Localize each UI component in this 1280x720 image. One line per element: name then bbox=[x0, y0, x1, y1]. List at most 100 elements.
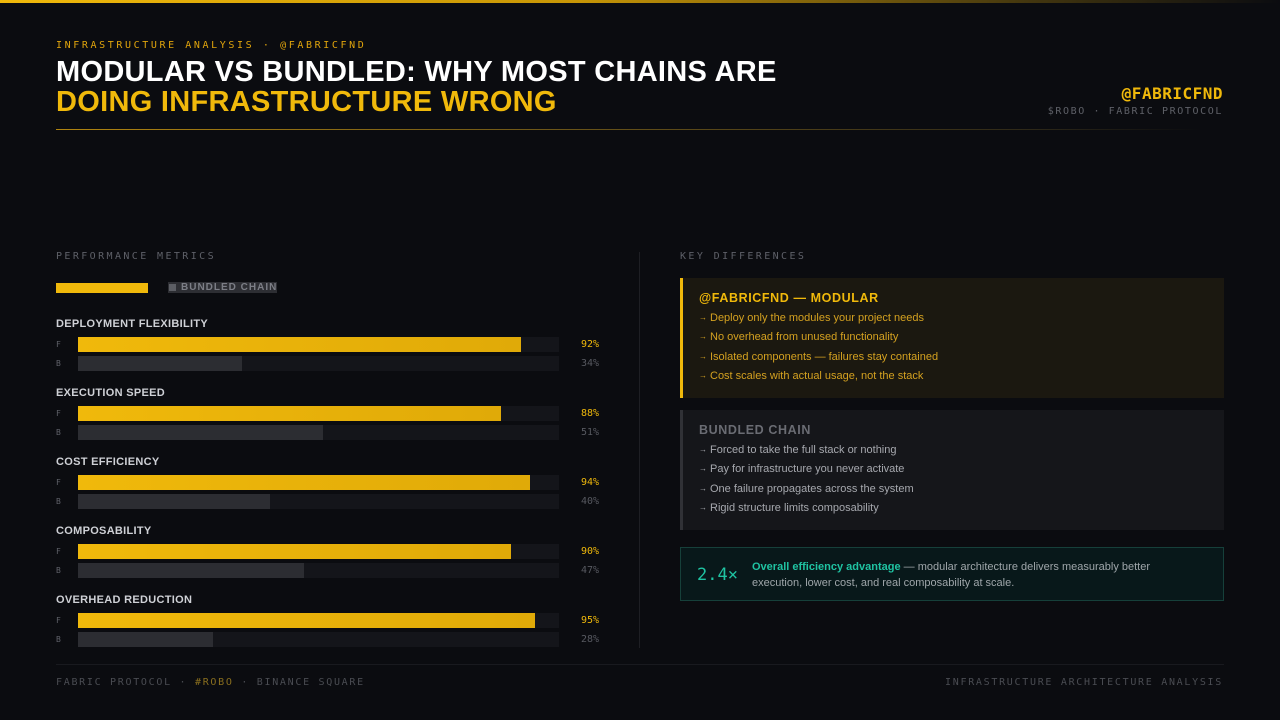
item-text: Forced to take the full stack or nothing bbox=[710, 444, 897, 456]
footer-tag: #ROBO bbox=[194, 677, 234, 688]
item-text: Cost scales with actual usage, not the s… bbox=[710, 369, 924, 382]
metric-row: COMPOSABILITY F 90% B 47% bbox=[56, 525, 616, 585]
row-label-f: F bbox=[56, 340, 61, 349]
bundled-bar-track bbox=[78, 632, 559, 647]
legend-bundled-swatch bbox=[169, 284, 176, 291]
arrow-icon: → bbox=[699, 464, 707, 474]
header-divider bbox=[56, 129, 1200, 130]
modular-percent: 88% bbox=[581, 408, 600, 419]
row-label-b: B bbox=[56, 635, 61, 644]
legend-bundled: BUNDLED CHAIN bbox=[168, 282, 278, 293]
arrow-icon: → bbox=[699, 370, 707, 380]
metric-name: COST EFFICIENCY bbox=[56, 456, 160, 468]
footer-left-a: FABRIC PROTOCOL · bbox=[56, 677, 195, 688]
arrow-icon: → bbox=[699, 483, 707, 493]
top-accent-line bbox=[0, 0, 1280, 3]
bundled-bar-track bbox=[78, 563, 559, 578]
bundled-item: → Pay for infrastructure you never activa… bbox=[699, 463, 904, 475]
modular-bar-track bbox=[78, 544, 559, 559]
bundled-item: → Rigid structure limits composability bbox=[699, 502, 879, 514]
arrow-icon: → bbox=[699, 332, 707, 342]
row-label-b: B bbox=[56, 497, 61, 506]
modular-item: → Cost scales with actual usage, not the … bbox=[699, 370, 923, 382]
arrow-icon: → bbox=[699, 445, 707, 454]
kicker-label: INFRASTRUCTURE ANALYSIS · @FABRICFND bbox=[56, 40, 367, 51]
modular-percent: 90% bbox=[581, 546, 600, 557]
metric-name: COMPOSABILITY bbox=[56, 525, 152, 537]
author-handle: @FABRICFND bbox=[1121, 84, 1223, 103]
page-title-line-2: DOING INFRASTRUCTURE WRONG bbox=[56, 86, 557, 118]
metric-name: OVERHEAD REDUCTION bbox=[56, 594, 193, 606]
efficiency-text: Overall efficiency advantage — modular a… bbox=[752, 559, 1202, 591]
metric-name: EXECUTION SPEED bbox=[56, 387, 166, 399]
efficiency-description: — modular architecture delivers measurab… bbox=[752, 561, 1151, 589]
bundled-item: → One failure propagates across the syste… bbox=[699, 483, 914, 495]
bundled-bar bbox=[78, 632, 213, 647]
modular-bar-track bbox=[78, 475, 559, 490]
legend-bundled-label: BUNDLED CHAIN bbox=[181, 282, 278, 293]
bundled-percent: 28% bbox=[581, 634, 600, 645]
row-label-b: B bbox=[56, 359, 61, 368]
modular-bar bbox=[78, 475, 531, 490]
modular-percent: 92% bbox=[581, 339, 600, 350]
bundled-percent: 34% bbox=[581, 358, 600, 369]
footer-left-b: · BINANCE SQUARE bbox=[233, 677, 365, 688]
bundled-item: → Forced to take the full stack or nothin… bbox=[699, 444, 897, 456]
modular-percent: 94% bbox=[581, 477, 600, 488]
row-label-f: F bbox=[56, 478, 61, 487]
arrow-icon: → bbox=[699, 351, 707, 361]
row-label-f: F bbox=[56, 547, 61, 556]
footer-left: FABRIC PROTOCOL · #ROBO · BINANCE SQUARE bbox=[56, 677, 365, 688]
modular-card-title: @FABRICFND — MODULAR bbox=[699, 291, 879, 305]
row-label-b: B bbox=[56, 566, 61, 575]
modular-bar-track bbox=[78, 337, 559, 352]
footer-divider bbox=[56, 664, 1224, 665]
row-label-b: B bbox=[56, 428, 61, 437]
efficiency-card: 2.4× Overall efficiency advantage — modu… bbox=[680, 547, 1224, 601]
performance-section-label: PERFORMANCE METRICS bbox=[56, 251, 216, 262]
bundled-bar bbox=[78, 563, 305, 578]
bundled-bar-track bbox=[78, 356, 559, 371]
modular-bar bbox=[78, 613, 535, 628]
modular-percent: 95% bbox=[581, 615, 600, 626]
page-title-line-1: MODULAR VS BUNDLED: WHY MOST CHAINS ARE bbox=[56, 56, 777, 88]
bundled-card: BUNDLED CHAIN → Forced to take the full s… bbox=[680, 410, 1224, 530]
modular-item: → No overhead from unused functionality bbox=[699, 331, 898, 343]
item-text: Pay for infrastructure you never activat… bbox=[710, 463, 905, 476]
bundled-percent: 51% bbox=[581, 427, 600, 438]
item-text: Rigid structure limits composability bbox=[710, 501, 879, 514]
author-subhandle: $ROBO · FABRIC PROTOCOL bbox=[1047, 106, 1223, 117]
modular-bar bbox=[78, 337, 521, 352]
bundled-card-title: BUNDLED CHAIN bbox=[699, 423, 811, 437]
modular-bar-track bbox=[78, 613, 559, 628]
bundled-bar-track bbox=[78, 425, 559, 440]
modular-bar bbox=[78, 544, 511, 559]
item-text: Deploy only the modules your project nee… bbox=[710, 312, 925, 324]
efficiency-strong: Overall efficiency advantage bbox=[752, 561, 901, 573]
metric-name: DEPLOYMENT FLEXIBILITY bbox=[56, 318, 209, 330]
item-text: One failure propagates across the system bbox=[710, 482, 914, 495]
metric-row: EXECUTION SPEED F 88% B 51% bbox=[56, 387, 616, 447]
bundled-bar bbox=[78, 425, 324, 440]
modular-item: → Deploy only the modules your project ne… bbox=[699, 312, 924, 324]
metric-row: OVERHEAD REDUCTION F 95% B 28% bbox=[56, 594, 616, 654]
bundled-bar bbox=[78, 356, 242, 371]
modular-card: @FABRICFND — MODULAR → Deploy only the mo… bbox=[680, 278, 1224, 398]
modular-bar bbox=[78, 406, 502, 421]
column-divider bbox=[639, 252, 640, 648]
row-label-f: F bbox=[56, 616, 61, 625]
row-label-f: F bbox=[56, 409, 61, 418]
bundled-bar bbox=[78, 494, 271, 509]
footer-right: INFRASTRUCTURE ARCHITECTURE ANALYSIS bbox=[945, 677, 1223, 688]
efficiency-value: 2.4× bbox=[697, 565, 738, 585]
arrow-icon: → bbox=[699, 502, 707, 512]
metric-row: COST EFFICIENCY F 94% B 40% bbox=[56, 456, 616, 516]
bundled-percent: 40% bbox=[581, 496, 600, 507]
bundled-bar-track bbox=[78, 494, 559, 509]
differences-section-label: KEY DIFFERENCES bbox=[680, 251, 807, 262]
item-text: No overhead from unused functionality bbox=[710, 331, 899, 344]
modular-bar-track bbox=[78, 406, 559, 421]
metric-row: DEPLOYMENT FLEXIBILITY F 92% B 34% bbox=[56, 318, 616, 378]
item-text: Isolated components — failures stay cont… bbox=[710, 350, 939, 363]
arrow-icon: → bbox=[699, 313, 707, 322]
